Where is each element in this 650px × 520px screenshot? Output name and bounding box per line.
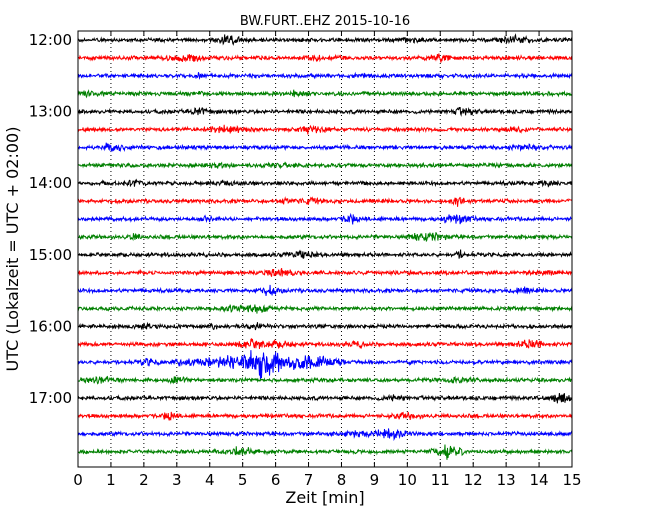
- seismic-trace: [77, 304, 573, 314]
- seismic-trace: [77, 161, 573, 170]
- x-tick-label: 10: [398, 471, 417, 489]
- x-tick-label: 4: [205, 471, 215, 489]
- x-tick-label: 12: [464, 471, 483, 489]
- y-tick-label: 12:00: [29, 31, 72, 49]
- x-axis-ticks: 0 1 2 3 4 5 6 7 8 9 10 11 12 13 14 15: [73, 31, 582, 489]
- seismic-trace: [77, 196, 573, 207]
- seismic-trace: [77, 444, 573, 460]
- seismic-trace: [77, 411, 573, 421]
- x-tick-label: 7: [304, 471, 314, 489]
- seismic-trace: [77, 284, 573, 296]
- seismic-trace: [77, 321, 573, 331]
- x-tick-label: 8: [337, 471, 347, 489]
- chart-title: BW.FURT..EHZ 2015-10-16: [240, 14, 410, 29]
- seismic-trace: [77, 178, 573, 188]
- x-tick-label: 0: [73, 471, 83, 489]
- x-tick-label: 11: [431, 471, 450, 489]
- seismic-trace: [77, 89, 573, 99]
- seismic-trace: [77, 249, 573, 260]
- seismic-trace: [77, 212, 573, 225]
- seismic-trace: [77, 106, 573, 117]
- seismic-trace: [77, 142, 573, 153]
- y-tick-label: 17:00: [29, 389, 72, 407]
- y-tick-label: 14:00: [29, 174, 72, 192]
- seismic-trace: [77, 337, 573, 350]
- x-tick-label: 2: [139, 471, 149, 489]
- x-axis-label: Zeit [min]: [285, 488, 364, 507]
- plot-frame: [77, 30, 573, 468]
- seismic-trace: [77, 267, 573, 277]
- x-tick-label: 13: [497, 471, 516, 489]
- seismic-trace: [77, 428, 573, 442]
- seismic-trace: [77, 71, 573, 80]
- seismic-trace: [77, 33, 573, 46]
- seismic-trace: [77, 124, 573, 135]
- y-tick-label: 13:00: [29, 103, 72, 121]
- seismic-trace: [77, 231, 573, 242]
- y-axis-ticks: 12:00 13:00 14:00 15:00 16:00 17:00: [29, 31, 572, 407]
- seismic-trace: [77, 375, 573, 385]
- x-tick-label: 14: [530, 471, 549, 489]
- seismic-trace: [77, 53, 573, 63]
- x-tick-label: 6: [271, 471, 281, 489]
- x-tick-label: 1: [106, 471, 116, 489]
- x-tick-label: 9: [370, 471, 380, 489]
- x-tick-label: 15: [562, 471, 581, 489]
- x-tick-label: 5: [238, 471, 248, 489]
- trace-group: [77, 33, 573, 460]
- x-tick-label: 3: [172, 471, 182, 489]
- y-axis-label: UTC (Lokalzeit = UTC + 02:00): [3, 127, 22, 372]
- grid-lines: [110, 31, 540, 467]
- y-tick-label: 16:00: [29, 317, 72, 335]
- y-tick-label: 15:00: [29, 246, 72, 264]
- seismic-trace: [77, 392, 573, 404]
- seismic-trace: [77, 350, 573, 381]
